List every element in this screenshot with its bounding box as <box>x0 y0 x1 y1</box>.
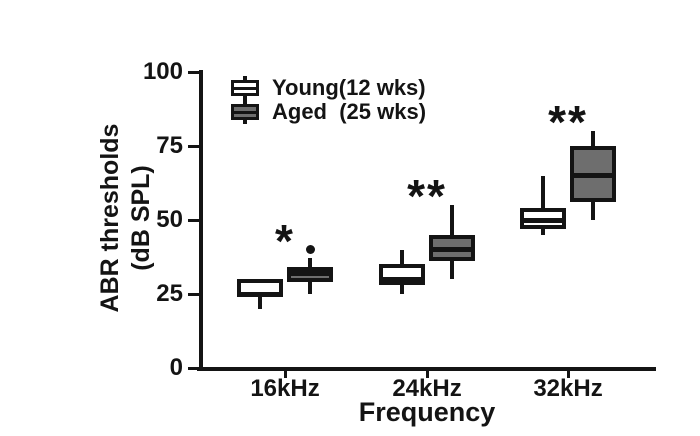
y-tick-label: 50 <box>156 206 183 233</box>
significance-label-24khz: ** <box>407 170 447 223</box>
y-tick-label: 25 <box>156 280 183 307</box>
boxplot-icon <box>230 100 260 124</box>
median-line-aged-16khz <box>291 270 329 276</box>
y-axis-line <box>199 70 203 371</box>
y-tick <box>188 219 200 222</box>
x-tick-label: 16kHz <box>250 375 320 402</box>
whisker-young-32khz <box>541 175 545 235</box>
x-tick <box>567 370 570 378</box>
median-line-young-16khz <box>241 291 279 297</box>
significance-label-32khz: ** <box>548 96 588 149</box>
legend: Young(12 wks) Aged (25 wks) <box>230 76 426 124</box>
legend-label-young: Young(12 wks) <box>272 75 426 100</box>
x-axis-label: Frequency <box>358 397 496 427</box>
y-tick <box>188 71 200 74</box>
x-tick <box>426 370 429 378</box>
median-line-young-32khz <box>524 217 562 223</box>
median-line-aged-24khz <box>433 247 471 253</box>
median-line-young-24khz <box>383 276 421 282</box>
x-tick-label: 32kHz <box>533 375 603 402</box>
y-tick <box>188 145 200 148</box>
median-line-aged-32khz <box>574 173 612 179</box>
y-tick-label: 75 <box>156 132 183 159</box>
outlier-dot-aged-16khz <box>305 245 315 255</box>
legend-item-young: Young(12 wks) <box>230 76 426 100</box>
legend-label-aged: Aged (25 wks) <box>272 99 427 124</box>
legend-item-aged: Aged (25 wks) <box>230 100 426 124</box>
box-young-24khz <box>379 264 425 286</box>
significance-label-16khz: * <box>275 214 295 267</box>
boxplot-icon <box>230 76 260 100</box>
x-tick-label: 24kHz <box>392 375 462 402</box>
x-tick <box>284 370 287 378</box>
y-tick <box>188 293 200 296</box>
y-tick <box>188 367 200 370</box>
x-axis-line <box>197 367 656 371</box>
y-tick-label: 0 <box>169 354 183 381</box>
y-tick-label: 100 <box>142 58 183 85</box>
